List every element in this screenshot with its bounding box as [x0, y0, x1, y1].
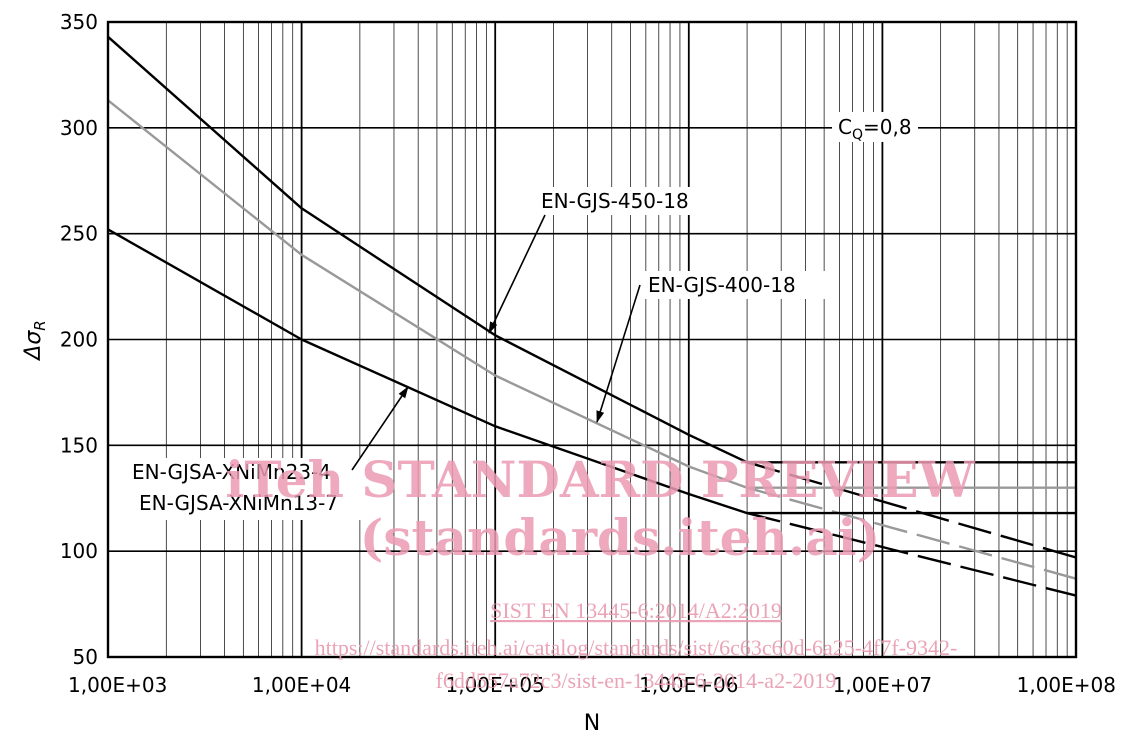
arrow-gjsa: [351, 386, 409, 471]
label-gjsa2: EN-GJSA-XNiMn13-7: [139, 491, 338, 515]
annotation-gjs400: EN-GJS-400-18: [596, 271, 828, 423]
y-tick-label: 350: [60, 10, 98, 34]
x-axis-label: N: [584, 711, 600, 736]
series-2: [107, 99, 1077, 580]
series-2-solid-line: [107, 99, 1076, 489]
x-tick-label: 1,00E+08: [1017, 673, 1116, 697]
arrow-gjs450: [488, 214, 546, 334]
watermark-line4[interactable]: https://standards.iteh.ai/catalog/standa…: [315, 635, 958, 660]
watermark-line5[interactable]: f6dd557a72c3/sist-en-13445-6-2014-a2-201…: [436, 668, 837, 693]
series-3-solid-line: [107, 228, 1076, 515]
y-axis-label-main: Δσ: [21, 330, 46, 362]
y-tick-label: 200: [60, 328, 98, 352]
label-gjsa1: EN-GJSA-XNiMn23-4: [132, 460, 331, 484]
y-axis-label-sub: R: [31, 320, 49, 330]
y-tick-label: 50: [73, 645, 98, 669]
y-tick-label: 100: [60, 539, 98, 563]
x-tick-label: 1,00E+07: [833, 673, 932, 697]
series-3: [107, 228, 1077, 597]
y-axis-label: ΔσR: [21, 320, 49, 361]
series-1-solid-line: [107, 35, 1076, 464]
tick-labels: 50 100 150 200 250 300 350 1,00E+03 1,00E+04 1,00…: [60, 10, 1116, 697]
annotation-gjsa: EN-GJSA-XNiMn23-4 EN-GJSA-XNiMn13-7: [125, 386, 409, 520]
series-3-dashed-line: [746, 511, 1077, 597]
arrow-gjs400: [596, 284, 641, 423]
watermark-line1: iTeh STANDARD PREVIEW: [225, 450, 975, 509]
annotation-cq: CQ=0,8: [832, 112, 918, 143]
cq-prefix: C: [838, 115, 852, 139]
plot-frame: [106, 20, 1078, 659]
y-tick-label: 300: [60, 116, 98, 140]
watermark-line2: (standards.iteh.ai): [360, 508, 881, 567]
y-tick-label: 250: [60, 222, 98, 246]
cq-value: =0,8: [863, 115, 912, 139]
x-tick-label: 1,00E+06: [639, 673, 738, 697]
svg-text:CQ=0,8: CQ=0,8: [838, 115, 912, 143]
label-gjs400: EN-GJS-400-18: [648, 273, 796, 297]
label-gjs450: EN-GJS-450-18: [541, 189, 689, 213]
watermark-line3[interactable]: SIST EN 13445-6:2014/A2:2019: [490, 598, 782, 623]
series-1: [107, 35, 1077, 559]
series-1-dashed-line: [746, 461, 1077, 559]
svg-text:ΔσR: ΔσR: [21, 320, 49, 361]
series-2-dashed-line: [746, 486, 1077, 580]
x-tick-label: 1,00E+04: [252, 673, 351, 697]
cq-sub: Q: [852, 127, 863, 143]
plot-border: [106, 20, 1078, 659]
x-tick-label: 1,00E+03: [68, 673, 167, 697]
annotation-gjs450: EN-GJS-450-18: [488, 187, 728, 334]
y-tick-label: 150: [60, 433, 98, 457]
series-group: [107, 35, 1077, 597]
x-tick-label: 1,00E+05: [446, 673, 545, 697]
watermark: iTeh STANDARD PREVIEW (standards.iteh.ai…: [225, 450, 975, 693]
